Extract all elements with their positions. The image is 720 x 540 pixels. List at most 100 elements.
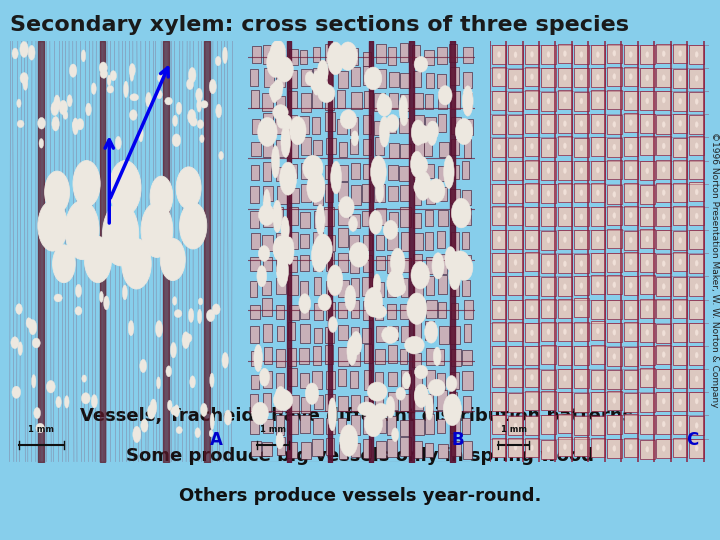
Bar bbox=[590, 370, 605, 389]
Ellipse shape bbox=[414, 57, 428, 72]
Ellipse shape bbox=[281, 114, 292, 130]
Circle shape bbox=[646, 52, 649, 57]
Ellipse shape bbox=[168, 400, 172, 410]
Ellipse shape bbox=[11, 337, 19, 349]
Bar bbox=[338, 183, 348, 201]
Bar bbox=[624, 91, 638, 110]
Ellipse shape bbox=[32, 338, 40, 348]
Circle shape bbox=[531, 214, 534, 220]
Bar bbox=[264, 347, 272, 365]
Bar bbox=[525, 230, 539, 249]
Ellipse shape bbox=[279, 162, 297, 195]
Bar bbox=[607, 275, 621, 294]
Bar bbox=[574, 207, 589, 226]
Circle shape bbox=[547, 398, 550, 403]
Circle shape bbox=[531, 283, 534, 288]
Ellipse shape bbox=[179, 202, 207, 249]
Bar bbox=[640, 440, 654, 459]
Ellipse shape bbox=[396, 387, 405, 400]
Bar bbox=[590, 345, 605, 364]
Circle shape bbox=[613, 213, 616, 219]
Bar bbox=[590, 416, 605, 435]
Bar bbox=[325, 207, 335, 226]
Bar bbox=[325, 327, 334, 343]
Circle shape bbox=[662, 51, 665, 57]
Ellipse shape bbox=[148, 407, 152, 417]
Ellipse shape bbox=[327, 42, 343, 75]
Circle shape bbox=[613, 260, 616, 266]
Circle shape bbox=[695, 398, 698, 404]
Circle shape bbox=[514, 190, 517, 196]
Circle shape bbox=[498, 329, 500, 335]
Bar bbox=[262, 235, 273, 251]
Ellipse shape bbox=[374, 403, 389, 420]
Ellipse shape bbox=[347, 337, 357, 365]
Bar bbox=[508, 92, 523, 111]
Ellipse shape bbox=[330, 161, 341, 194]
Bar bbox=[312, 440, 323, 456]
Ellipse shape bbox=[258, 246, 270, 261]
Circle shape bbox=[580, 237, 583, 243]
Circle shape bbox=[547, 51, 550, 57]
Bar bbox=[508, 253, 523, 272]
Bar bbox=[525, 160, 539, 179]
Ellipse shape bbox=[76, 119, 84, 130]
Bar bbox=[508, 368, 523, 388]
Bar bbox=[541, 92, 556, 111]
Bar bbox=[364, 439, 371, 458]
Bar bbox=[413, 213, 421, 228]
Ellipse shape bbox=[219, 151, 223, 160]
Bar bbox=[276, 69, 285, 87]
Bar bbox=[558, 322, 572, 341]
Bar bbox=[338, 228, 348, 247]
Circle shape bbox=[596, 237, 599, 242]
Bar bbox=[657, 345, 671, 364]
Bar bbox=[624, 393, 638, 412]
Circle shape bbox=[514, 353, 517, 359]
Circle shape bbox=[596, 259, 599, 265]
Circle shape bbox=[563, 143, 567, 148]
Ellipse shape bbox=[186, 79, 194, 90]
Bar bbox=[251, 256, 260, 271]
Bar bbox=[508, 300, 523, 319]
Bar bbox=[673, 369, 688, 388]
Bar bbox=[375, 349, 385, 363]
Ellipse shape bbox=[197, 309, 202, 323]
Bar bbox=[338, 206, 348, 225]
Bar bbox=[289, 306, 299, 320]
Bar bbox=[414, 115, 424, 132]
Bar bbox=[657, 277, 671, 296]
Circle shape bbox=[679, 305, 682, 311]
Bar bbox=[492, 161, 506, 180]
Ellipse shape bbox=[122, 239, 151, 289]
Circle shape bbox=[646, 282, 649, 288]
Bar bbox=[657, 137, 671, 156]
Circle shape bbox=[646, 121, 649, 127]
Bar bbox=[449, 392, 457, 410]
Bar bbox=[590, 45, 605, 64]
Bar bbox=[590, 183, 605, 202]
Bar bbox=[607, 229, 621, 248]
Bar bbox=[492, 322, 506, 341]
Circle shape bbox=[547, 144, 550, 150]
Circle shape bbox=[514, 260, 517, 265]
Ellipse shape bbox=[197, 99, 202, 112]
Ellipse shape bbox=[449, 262, 461, 289]
Circle shape bbox=[613, 307, 616, 313]
Ellipse shape bbox=[414, 384, 428, 408]
Bar bbox=[673, 44, 688, 63]
Circle shape bbox=[580, 168, 583, 173]
Bar bbox=[437, 419, 445, 433]
Bar bbox=[413, 71, 421, 87]
Ellipse shape bbox=[124, 81, 128, 98]
Ellipse shape bbox=[318, 294, 331, 310]
Circle shape bbox=[531, 422, 534, 428]
Bar bbox=[313, 346, 320, 365]
Ellipse shape bbox=[289, 117, 306, 145]
Circle shape bbox=[531, 97, 534, 103]
Bar bbox=[438, 254, 447, 274]
Bar bbox=[492, 184, 506, 203]
Circle shape bbox=[629, 399, 632, 405]
Bar bbox=[251, 141, 261, 156]
Bar bbox=[351, 327, 359, 342]
